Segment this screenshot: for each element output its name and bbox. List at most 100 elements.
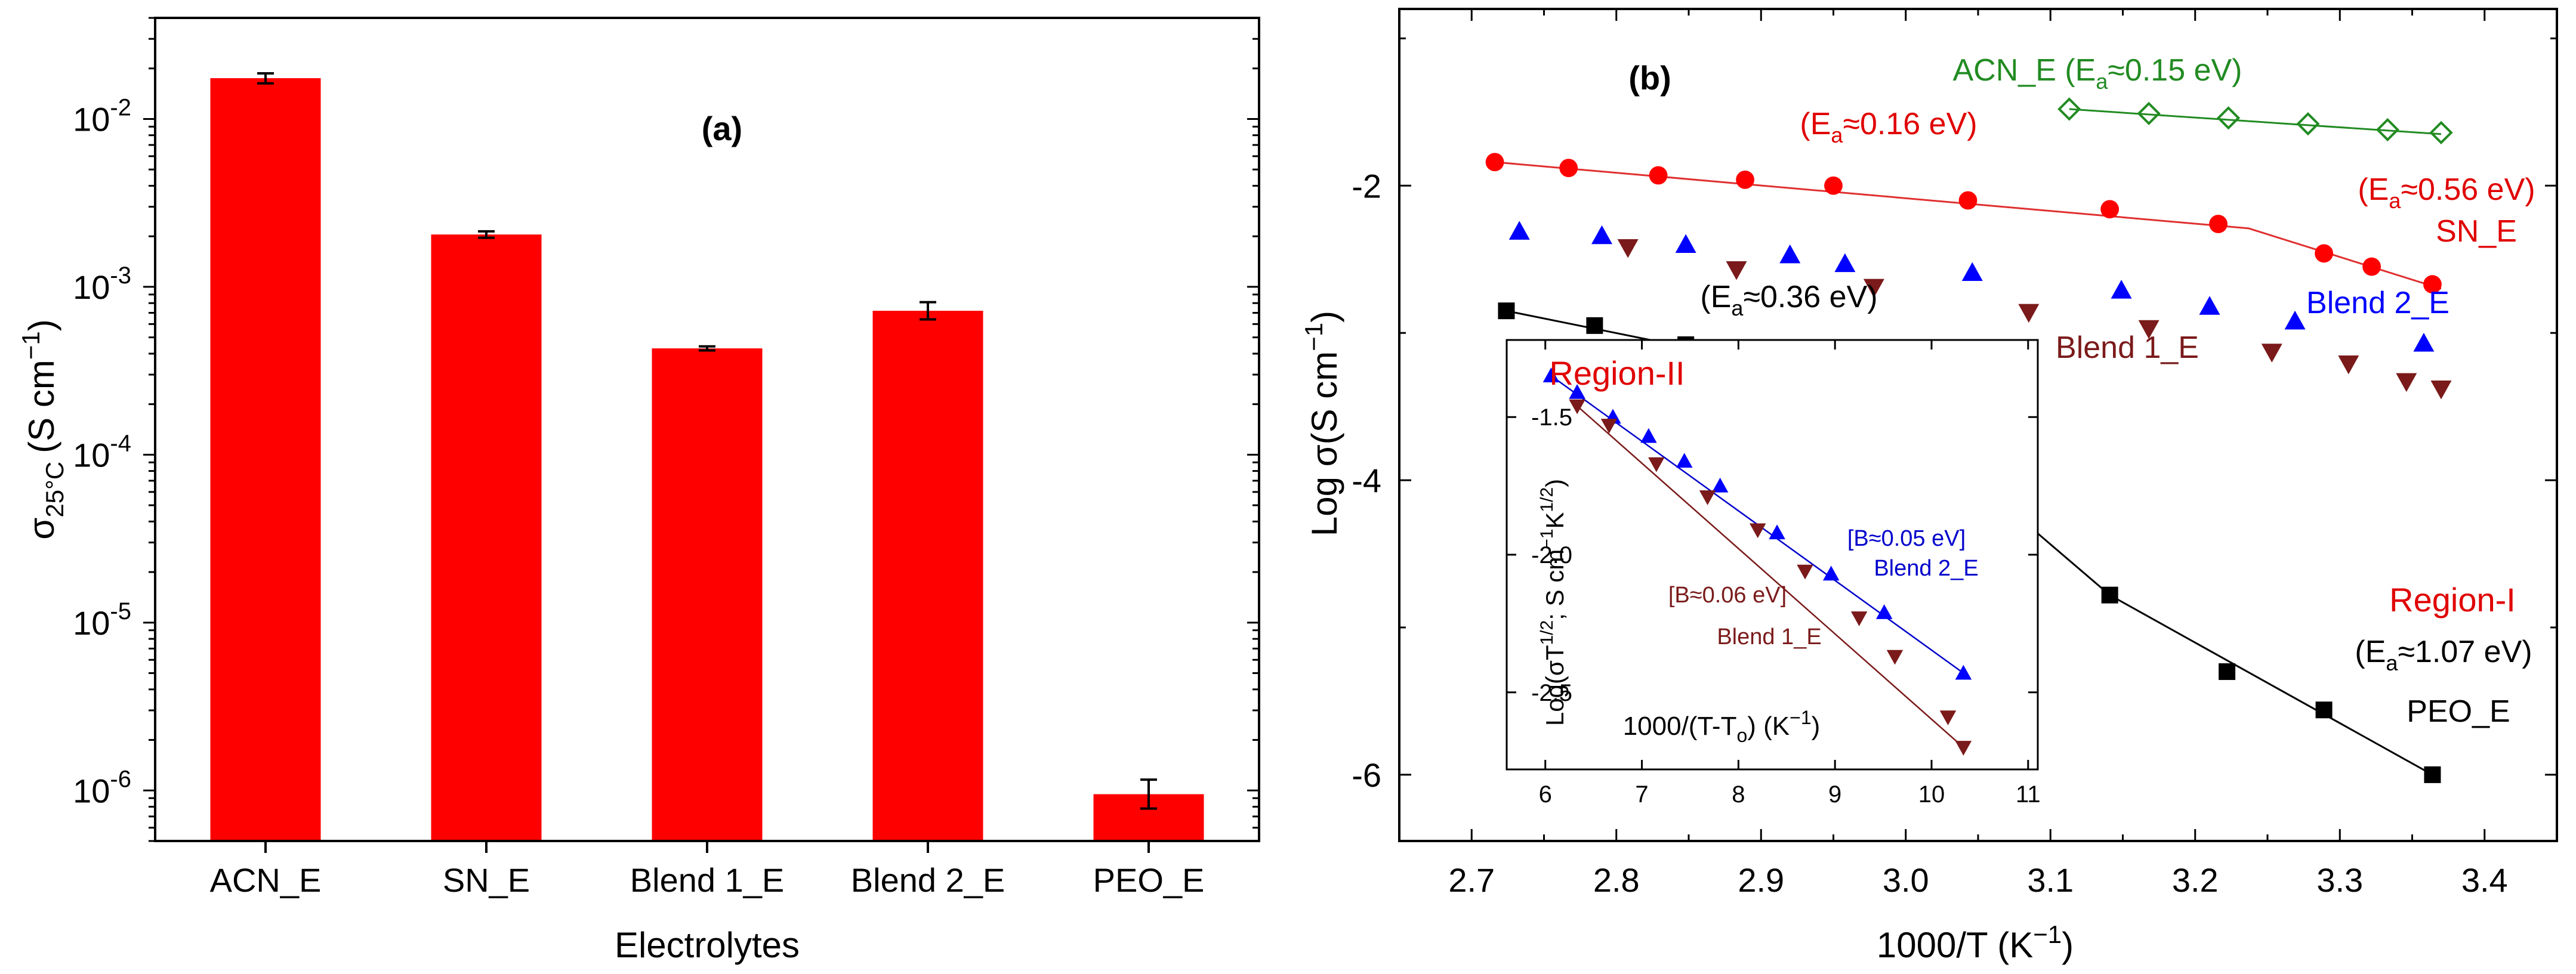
y-tick-label: 10-3 (73, 262, 131, 306)
point-sn-e (1649, 166, 1668, 185)
bar-blend-2-e (872, 311, 983, 841)
inset-point-blend-1-e (1749, 523, 1766, 539)
inset-tick-labels: 6 7 8 9 10 11 -1.5 -2.0 -2.5 (1531, 404, 2041, 808)
point-blend-1-e (2338, 355, 2359, 375)
point-acn-e (2376, 118, 2399, 142)
ann-sn-high: (Ea≈0.56 eV) (2358, 172, 2535, 213)
series-sn-e (1485, 153, 2442, 294)
y-tick-label: 10-2 (73, 94, 131, 138)
point-sn-e (1485, 153, 1504, 172)
x-tick-label: Blend 2_E (851, 861, 1005, 899)
inset-y-tick-label: -1.5 (1531, 404, 1572, 431)
inset-ann-b2-ea: [B≈0.05 eV] (1847, 526, 1966, 551)
point-blend-1-e (2430, 381, 2452, 400)
fit-line-sn-e (1494, 161, 2442, 290)
y-tick-label: 10-5 (73, 598, 131, 642)
ann-region1: Region-I (2389, 581, 2516, 619)
inset-background (1507, 340, 2038, 769)
point-sn-e (1559, 159, 1578, 178)
inset-point-blend-1-e (1569, 399, 1585, 415)
errorbar-blend-2-e (920, 301, 936, 321)
panel-a-y-close: ) (21, 319, 61, 331)
panel-b-y-axis-title: Log σ(S cm−1) (1300, 311, 1344, 536)
point-blend-2-e (1834, 253, 1856, 273)
point-blend-1-e (2396, 373, 2417, 392)
errorbar-blend-1-e (699, 345, 715, 352)
panel-a-ticks (143, 17, 1259, 853)
point-sn-e (2209, 215, 2228, 233)
panel-a: 10-6 10-5 10-4 10-3 10-2 ACN_E SN_E Blend 1_E B… (17, 17, 1260, 965)
point-sn-e (2100, 200, 2120, 219)
inset-point-blend-2-e (1676, 453, 1693, 468)
point-sn-e (1736, 171, 1754, 189)
y-tick-label: 10-4 (73, 430, 131, 474)
point-peo-e (2219, 663, 2236, 681)
panel-a-errorbars (257, 72, 1157, 810)
point-blend-2-e (1591, 225, 1612, 245)
inset-x-tick-label: 10 (1918, 781, 1945, 808)
bar-sn-e (431, 234, 542, 841)
panel-b-y-close: ) (1304, 311, 1344, 323)
inset-x-axis-title: 1000/(T-To) (K−1) (1623, 707, 1821, 746)
point-sn-e (1958, 191, 1977, 210)
point-acn-e (2216, 106, 2241, 130)
panel-b-x-main: 1000/T (K (1877, 925, 2033, 965)
panel-b-ticks (1399, 9, 2557, 841)
point-sn-e (2423, 275, 2442, 294)
panel-a-y-exp: −1 (17, 331, 45, 360)
x-tick-label: 3.4 (2461, 861, 2508, 899)
inset-point-blend-2-e (1711, 477, 1729, 493)
inset-x-tick-label: 9 (1828, 781, 1841, 808)
ann-peo-low: (Ea≈0.36 eV) (1700, 280, 1877, 320)
x-tick-label: ACN_E (210, 861, 322, 899)
ann-blend2: Blend 2_E (2306, 286, 2449, 320)
x-tick-label: 3.3 (2316, 861, 2363, 899)
panel-a-y-sigma: σ (21, 518, 61, 540)
errorbar-acn-e (257, 72, 274, 85)
series-blend-2-e (1508, 221, 2435, 352)
point-blend-2-e (1779, 244, 1801, 264)
point-acn-e (2296, 112, 2320, 136)
x-tick-label: 3.1 (2027, 861, 2074, 899)
inset-markers (1542, 367, 1972, 756)
point-blend-1-e (2018, 304, 2040, 323)
inset-point-blend-1-e (1939, 710, 1957, 726)
point-acn-e (2057, 97, 2081, 121)
point-peo-e (1498, 302, 1515, 320)
inset-point-blend-2-e (1875, 604, 1893, 619)
inset-point-blend-2-e (1822, 565, 1840, 581)
inset-point-blend-2-e (1640, 428, 1657, 443)
panel-a-xtick-labels: ACN_E SN_E Blend 1_E Blend 2_E PEO_E (210, 861, 1205, 899)
inset-fit-line-blend-1-e (1577, 405, 1964, 749)
point-blend-2-e (2199, 296, 2220, 315)
inset-ann-b1: Blend 1_E (1717, 624, 1821, 650)
point-blend-1-e (1726, 261, 1747, 280)
point-peo-e (2424, 766, 2441, 783)
point-blend-1-e (1863, 279, 1884, 298)
inset-x-tick-label: 7 (1635, 781, 1648, 808)
panel-b-inset: 6 7 8 9 10 11 -1.5 -2.0 -2.5 Region-II 1000/(T-T… (1506, 339, 2041, 808)
inset-ann-b1-ea: [B≈0.06 eV] (1668, 583, 1787, 608)
panel-b-y-main: Log σ(S cm (1304, 351, 1344, 536)
point-blend-1-e (1617, 239, 1639, 258)
panel-b-x-close: ) (2062, 925, 2074, 965)
ann-sn-low: (Ea≈0.16 eV) (1800, 107, 1977, 147)
panel-b-y-exp: −1 (1300, 323, 1328, 351)
ann-acn: ACN_E (Ea≈0.15 eV) (1953, 53, 2242, 94)
panel-b-markers (1485, 97, 2453, 783)
y-tick-label: 10-6 (73, 766, 131, 809)
inset-x-tick-label: 6 (1539, 781, 1552, 808)
point-sn-e (2362, 257, 2381, 276)
inset-point-blend-2-e (1542, 367, 1560, 382)
panel-a-ytick-labels: 10-6 10-5 10-4 10-3 10-2 (73, 94, 131, 809)
x-tick-label: 2.8 (1593, 861, 1640, 899)
point-peo-e (2315, 701, 2333, 719)
x-tick-label: 3.2 (2172, 861, 2219, 899)
x-tick-label: 3.0 (1883, 861, 1929, 899)
panel-b-x-exp: −1 (2033, 920, 2062, 948)
errorbar-peo-e (1140, 778, 1157, 810)
panel-a-y-unit: (S cm (21, 360, 61, 453)
y-tick-label: -2 (1352, 167, 1381, 205)
inset-x-tick-label: 11 (2016, 781, 2041, 808)
inset-series-blend-2-e (1542, 367, 1972, 680)
